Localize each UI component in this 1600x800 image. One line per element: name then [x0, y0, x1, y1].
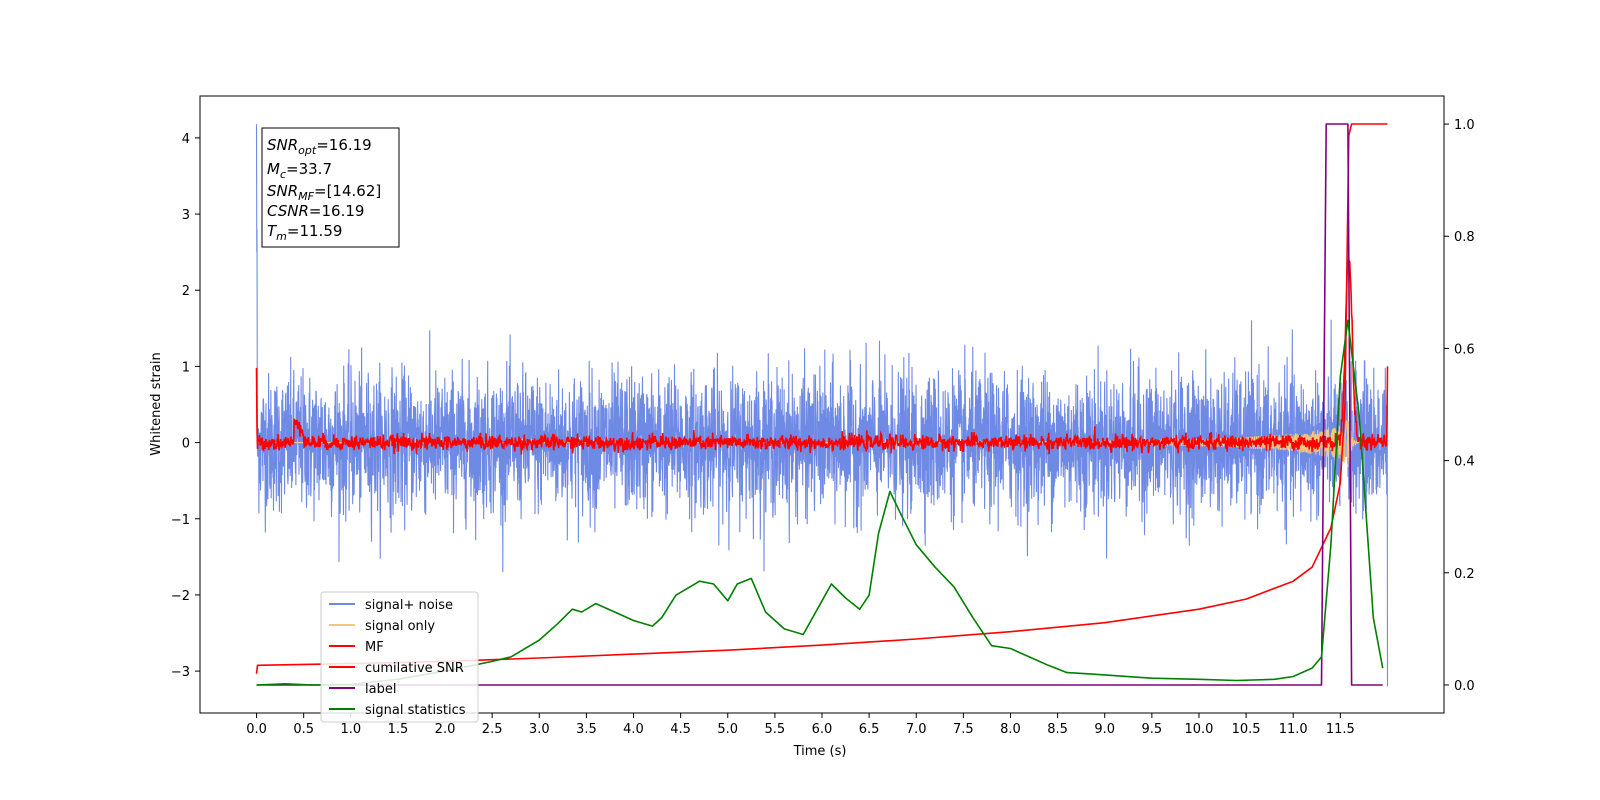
legend-label-label: label: [365, 682, 396, 697]
x-tick-label: 7.0: [906, 722, 927, 737]
y-right-tick-label: 0.8: [1454, 230, 1475, 245]
y-right-tick-label: 0.6: [1454, 342, 1475, 357]
y-left-tick-label: 0: [182, 437, 190, 452]
x-tick-label: 2.5: [482, 722, 503, 737]
x-tick-label: 4.0: [623, 722, 644, 737]
legend-label-signal-only: signal only: [365, 619, 435, 634]
legend-label-mf: MF: [365, 640, 384, 655]
x-tick-label: 5.0: [717, 722, 738, 737]
x-tick-label: 4.5: [670, 722, 691, 737]
info-snr-opt: SNRopt=16.19: [267, 136, 372, 157]
y-left-tick-label: −2: [171, 589, 190, 604]
x-tick-label: 10.0: [1184, 722, 1213, 737]
x-axis-label: Time (s): [793, 744, 847, 759]
info-mc: Mc=33.7: [267, 160, 332, 181]
y-right-axis-ticks: 0.0 0.2 0.4 0.6 0.8 1.0: [1444, 118, 1475, 694]
x-tick-label: 9.5: [1142, 722, 1163, 737]
y-right-tick-label: 0.4: [1454, 455, 1475, 470]
x-tick-label: 6.5: [859, 722, 880, 737]
info-box: SNRopt=16.19 Mc=33.7 SNRMF=[14.62] CSNR=…: [261, 127, 400, 248]
x-tick-label: 8.5: [1047, 722, 1068, 737]
series-signal-noise: [255, 124, 1389, 687]
y-left-tick-label: 1: [182, 360, 190, 375]
info-tm: Tm=11.59: [267, 222, 342, 243]
x-tick-label: 8.0: [1000, 722, 1021, 737]
y-axis-label: Whitened strain: [149, 352, 164, 455]
x-tick-label: 0.5: [293, 722, 314, 737]
x-tick-label: 9.0: [1094, 722, 1115, 737]
x-tick-label: 10.5: [1232, 722, 1261, 737]
series-signal-statistics: [256, 319, 1384, 686]
y-left-tick-label: 2: [182, 284, 190, 299]
y-left-tick-label: 4: [182, 132, 190, 147]
x-axis-ticks: 0.0 0.5 1.0 1.5 2.0 2.5 3.0 3.5 4.0 4.5 5.0 5.5 6.0 6…: [246, 713, 1355, 737]
legend: signal+ noise signal only MF cumilative …: [320, 591, 479, 723]
x-tick-label: 11.5: [1326, 722, 1355, 737]
x-tick-label: 7.5: [953, 722, 974, 737]
legend-label-cumulative-snr: cumilative SNR: [365, 661, 464, 676]
legend-frame: [320, 591, 479, 723]
info-box-frame: [261, 127, 400, 248]
x-tick-label: 3.5: [576, 722, 597, 737]
y-right-tick-label: 0.0: [1454, 679, 1475, 694]
info-csnr: CSNR=16.19: [267, 202, 364, 220]
x-tick-label: 2.0: [435, 722, 456, 737]
series-mf: [255, 259, 1389, 455]
series-label: [256, 123, 1383, 686]
legend-label-signal-noise: signal+ noise: [365, 598, 453, 613]
info-snr-mf: SNRMF=[14.62]: [267, 182, 381, 203]
legend-label-signal-statistics: signal statistics: [365, 703, 466, 718]
y-left-tick-label: −1: [171, 513, 190, 528]
x-tick-label: 3.0: [529, 722, 550, 737]
x-tick-label: 1.5: [388, 722, 409, 737]
x-tick-label: 6.0: [812, 722, 833, 737]
y-left-axis-ticks: −3 −2 −1 0 1 2 3 4: [171, 132, 200, 680]
x-tick-label: 11.0: [1279, 722, 1308, 737]
x-tick-label: 5.5: [765, 722, 786, 737]
x-tick-label: 1.0: [340, 722, 361, 737]
y-right-tick-label: 1.0: [1454, 118, 1475, 133]
y-left-tick-label: −3: [171, 665, 190, 680]
y-left-tick-label: 3: [182, 208, 190, 223]
y-right-tick-label: 0.2: [1454, 567, 1475, 582]
x-tick-label: 0.0: [246, 722, 267, 737]
